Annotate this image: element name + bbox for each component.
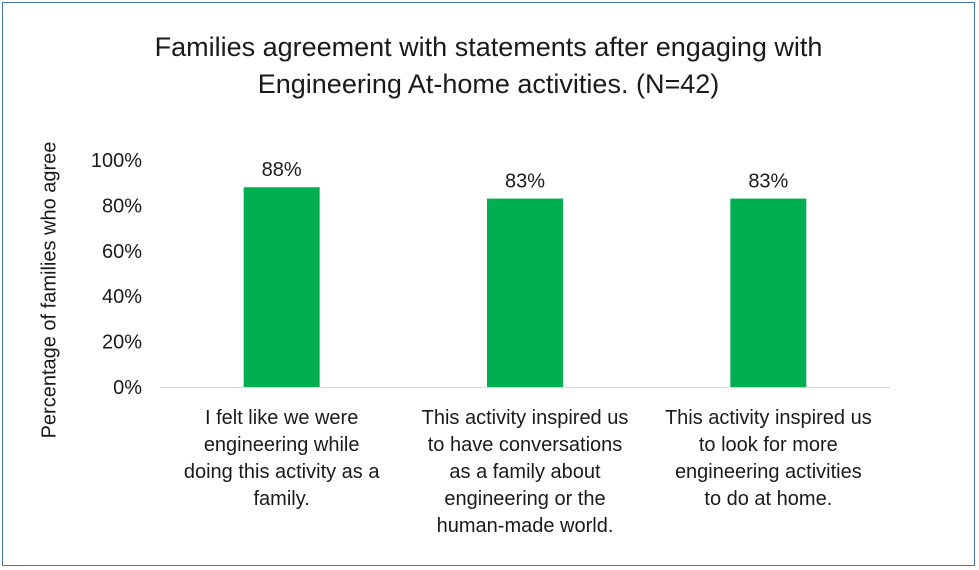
category-label-line: I felt like we were — [204, 407, 359, 429]
category-label: I felt like we were engineering while doin… — [162, 405, 402, 513]
category-label-line: to look for more — [698, 434, 838, 456]
chart-title-line-1: Families agreement with statements after… — [154, 32, 823, 62]
category-label-line: as a family about — [449, 461, 601, 483]
bar — [243, 187, 320, 387]
data-label: 88% — [262, 159, 302, 181]
bar — [730, 198, 807, 387]
category-label-line: doing this activity as a — [183, 461, 380, 483]
y-tick-label: 20% — [102, 332, 142, 354]
category-label: This activity inspired us to look for mor… — [648, 405, 888, 513]
y-tick-label: 80% — [102, 195, 142, 217]
category-label-line: to do at home. — [704, 488, 833, 510]
category-label-line: human-made world. — [436, 515, 614, 537]
category-label: This activity inspired us to have convers… — [405, 405, 645, 540]
data-label: 83% — [505, 171, 545, 193]
category-label-line: to have conversations — [427, 434, 623, 456]
category-label-line: engineering or the — [444, 488, 606, 510]
y-tick-label: 60% — [102, 241, 142, 263]
y-tick-label: 40% — [102, 286, 142, 308]
y-tick-label: 0% — [113, 377, 142, 399]
chart-title: Families agreement with statements after… — [3, 29, 974, 103]
category-label-line: engineering activities — [674, 461, 862, 483]
bar — [487, 198, 563, 387]
y-tick-label: 100% — [91, 150, 142, 172]
data-label: 83% — [748, 171, 788, 193]
chart-title-line-2: Engineering At-home activities. (N=42) — [257, 69, 720, 99]
category-label-line: This activity inspired us — [664, 407, 872, 429]
category-label-line: This activity inspired us — [421, 407, 629, 429]
category-label-line: family. — [253, 488, 310, 510]
category-label-line: engineering while — [203, 434, 360, 456]
